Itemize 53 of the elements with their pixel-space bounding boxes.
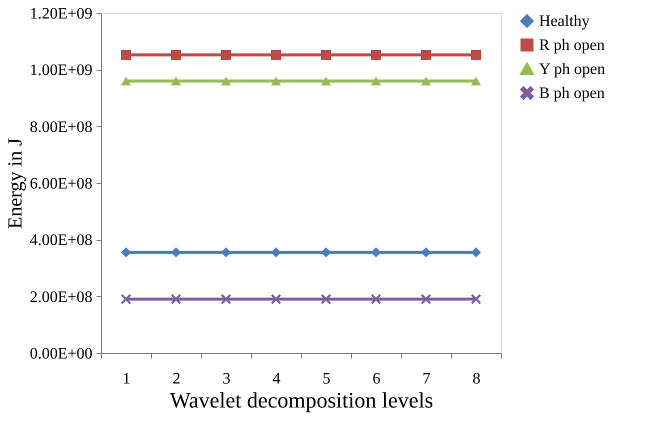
point	[471, 247, 481, 258]
point	[421, 294, 431, 304]
point	[371, 294, 381, 304]
x-tick-label: 2	[172, 370, 180, 388]
y-tick-label: 1.00E+09	[30, 62, 92, 80]
point	[321, 294, 331, 304]
point	[221, 76, 231, 86]
point	[421, 247, 431, 258]
legend-label: B ph open	[539, 85, 605, 102]
point	[471, 76, 481, 86]
point	[171, 294, 181, 304]
x-tick-label: 6	[372, 370, 380, 388]
legend-label: Healthy	[539, 13, 590, 30]
point	[121, 294, 131, 304]
point	[371, 76, 381, 86]
point	[271, 294, 281, 304]
point	[221, 294, 231, 304]
y-tick-label: 8.00E+08	[30, 118, 92, 136]
x-tick-label: 1	[122, 370, 130, 388]
x-tick-label: 3	[222, 370, 230, 388]
point	[471, 294, 481, 304]
point	[171, 76, 181, 86]
point	[371, 50, 381, 60]
x-tick-label: 4	[272, 370, 280, 388]
point	[121, 76, 131, 86]
point	[371, 247, 381, 258]
point	[221, 50, 231, 60]
point	[421, 50, 431, 60]
x-tick-label: 5	[322, 370, 330, 388]
y-tick-label: 2.00E+08	[30, 288, 92, 306]
point	[171, 50, 181, 60]
point	[321, 76, 331, 86]
point	[221, 247, 231, 258]
point	[271, 50, 281, 60]
point	[121, 247, 131, 258]
point	[421, 76, 431, 86]
x-tick-label: 8	[472, 370, 480, 388]
y-tick-label: 4.00E+08	[30, 232, 92, 250]
point	[321, 247, 331, 258]
y-tick-label: 1.20E+09	[30, 6, 92, 22]
y-tick-label: 0.00E+00	[30, 346, 92, 362]
point	[171, 247, 181, 258]
y-tick-label: 6.00E+08	[30, 176, 92, 192]
point	[471, 50, 481, 60]
point	[321, 50, 331, 60]
legend-label: Y ph open	[539, 61, 606, 78]
legend-label: R ph open	[539, 37, 605, 54]
point	[271, 247, 281, 258]
x-axis-title: Wavelet decomposition levels	[170, 388, 434, 412]
point	[271, 76, 281, 86]
x-tick-label: 7	[422, 370, 430, 388]
y-axis-title: Energy in J	[4, 138, 27, 229]
point	[121, 50, 131, 60]
